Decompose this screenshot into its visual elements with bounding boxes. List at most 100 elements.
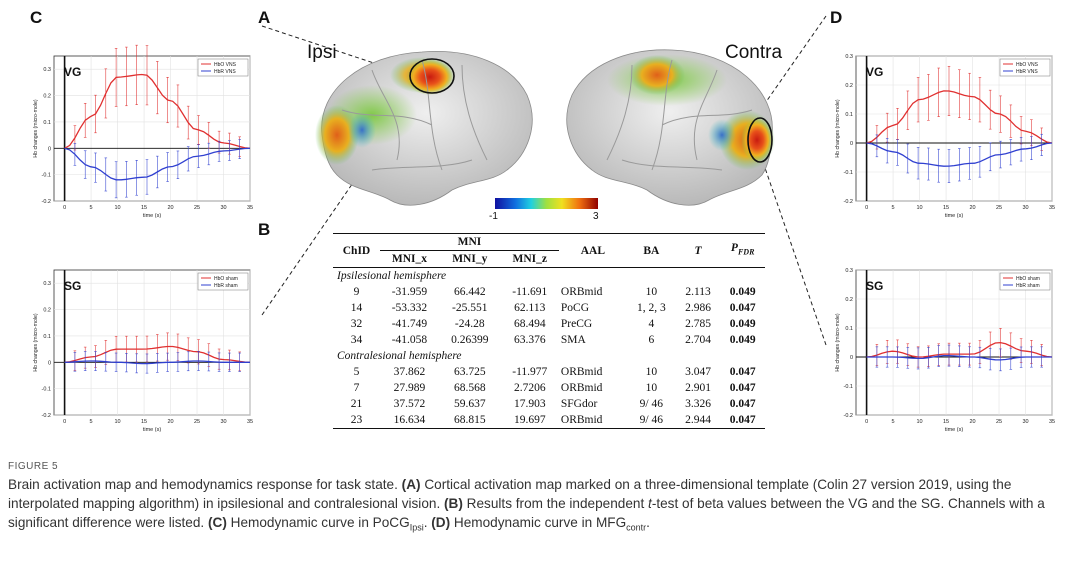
y-tick-label: 0.3 bbox=[845, 268, 853, 274]
section-title: Contralesional hemisphere bbox=[337, 350, 462, 362]
y-axis-label: Hb changes (micro-mole) bbox=[33, 313, 39, 372]
legend-label: HbO VNS bbox=[214, 62, 237, 68]
x-tick-label: 10 bbox=[115, 205, 121, 211]
x-tick-label: 0 bbox=[865, 419, 868, 425]
cell-chid: 23 bbox=[350, 414, 363, 426]
cell-mni-x: -31.959 bbox=[391, 286, 428, 298]
y-tick-label: -0.1 bbox=[844, 384, 853, 390]
legend-label: HbR sham bbox=[1016, 283, 1040, 289]
legend-label: HbR sham bbox=[214, 283, 238, 289]
cell-mni-x: -41.058 bbox=[391, 334, 428, 346]
y-tick-label: 0.2 bbox=[845, 83, 853, 89]
table-row: 7 27.989 68.568 2.7206 ORBmid 10 2.901 0.047 bbox=[333, 380, 765, 396]
header-chid: ChID bbox=[342, 244, 371, 257]
cell-mni-x: 27.989 bbox=[393, 382, 426, 394]
cell-p-fdr: 0.049 bbox=[729, 286, 756, 298]
legend-label: HbO sham bbox=[214, 276, 238, 282]
panel-label-d: D bbox=[830, 8, 843, 27]
series-line-hbr-vns bbox=[64, 147, 251, 181]
cell-ba: 9/ 46 bbox=[639, 414, 663, 426]
x-tick-label: 35 bbox=[247, 205, 253, 211]
legend-box bbox=[999, 58, 1051, 77]
y-tick-label: 0.1 bbox=[43, 334, 51, 340]
plot-d-vg: -0.2 -0.1 0 0.1 0.2 0.3 0 5 10 15 20 25 30 35 VG HbO VN… bbox=[835, 48, 1056, 223]
plot-frame bbox=[855, 269, 1053, 416]
section-row: Ipsilesional hemisphere bbox=[333, 268, 765, 285]
x-tick-label: 20 bbox=[969, 205, 975, 211]
cell-mni-y: 0.26399 bbox=[451, 334, 489, 346]
cell-p-fdr: 0.047 bbox=[729, 382, 756, 394]
y-tick-label: 0.3 bbox=[845, 54, 853, 60]
y-tick-label: 0.1 bbox=[845, 112, 853, 118]
legend-label: HbR VNS bbox=[214, 69, 236, 75]
x-tick-label: 0 bbox=[865, 205, 868, 211]
x-axis-label: time (s) bbox=[143, 427, 162, 433]
cell-mni-z: 2.7206 bbox=[513, 382, 546, 394]
x-tick-label: 30 bbox=[220, 205, 226, 211]
brain-activation-map bbox=[315, 49, 775, 209]
x-tick-label: 5 bbox=[892, 205, 895, 211]
cell-mni-x: 37.572 bbox=[393, 398, 426, 410]
cell-chid: 14 bbox=[350, 302, 363, 314]
header-ba: BA bbox=[643, 244, 660, 257]
cell-p-fdr: 0.047 bbox=[729, 398, 756, 410]
cell-mni-y: 68.568 bbox=[453, 382, 486, 394]
y-tick-label: 0.2 bbox=[43, 308, 51, 314]
legend-box bbox=[197, 272, 249, 291]
cell-aal: SMA bbox=[560, 334, 586, 346]
x-tick-label: 25 bbox=[996, 419, 1002, 425]
plot-frame bbox=[53, 55, 251, 202]
colorbar bbox=[495, 198, 598, 209]
header-aal: AAL bbox=[580, 244, 606, 257]
x-tick-label: 15 bbox=[141, 419, 147, 425]
y-tick-label: 0 bbox=[48, 146, 51, 152]
roi-ellipse-contra bbox=[747, 117, 773, 163]
cell-mni-x: 16.634 bbox=[393, 414, 426, 426]
cell-mni-z: -11.977 bbox=[512, 366, 548, 378]
x-tick-label: 0 bbox=[63, 205, 66, 211]
results-table-body: Ipsilesional hemisphere 9 -31.959 66.442 -11… bbox=[333, 268, 765, 429]
y-tick-label: -0.2 bbox=[42, 413, 51, 419]
roi-ellipse-ipsi bbox=[409, 58, 455, 94]
cell-mni-y: 63.725 bbox=[453, 366, 486, 378]
x-tick-label: 35 bbox=[1049, 419, 1055, 425]
cell-aal: ORBmid bbox=[560, 366, 603, 378]
cell-mni-x: -41.749 bbox=[391, 318, 428, 330]
x-tick-label: 25 bbox=[996, 205, 1002, 211]
legend-label: HbO sham bbox=[1016, 276, 1040, 282]
cell-mni-y: -25.551 bbox=[452, 302, 488, 314]
figure-label: FIGURE 5 bbox=[8, 461, 59, 472]
cell-aal: ORBmid bbox=[560, 286, 603, 298]
results-table: ChID MNI AAL BA T PFDR MNI_x MNI_y MNI_z… bbox=[333, 233, 765, 429]
cell-chid: 32 bbox=[350, 318, 363, 330]
y-axis-label: Hb changes (micro-mole) bbox=[33, 99, 39, 158]
y-tick-label: 0.2 bbox=[845, 297, 853, 303]
legend-label: HbO VNS bbox=[1016, 62, 1039, 68]
cell-mni-y: 66.442 bbox=[453, 286, 486, 298]
cell-t: 2.901 bbox=[685, 382, 711, 394]
cell-p-fdr: 0.049 bbox=[729, 318, 756, 330]
y-tick-label: 0.1 bbox=[845, 326, 853, 332]
contra-label: Contra bbox=[725, 42, 783, 63]
plot-d-sg: -0.2 -0.1 0 0.1 0.2 0.3 0 5 10 15 20 25 30 35 SG HbO sh… bbox=[835, 262, 1056, 437]
y-tick-label: -0.1 bbox=[844, 170, 853, 176]
x-tick-label: 25 bbox=[194, 205, 200, 211]
table-row: 23 16.634 68.815 19.697 ORBmid 9/ 46 2.944 0.04… bbox=[333, 412, 765, 429]
cell-mni-y: 68.815 bbox=[453, 414, 486, 426]
group-label: SG bbox=[64, 279, 81, 293]
cell-mni-y: 59.637 bbox=[453, 398, 486, 410]
panel-label-a: A bbox=[258, 8, 271, 27]
table-row: 32 -41.749 -24.28 68.494 PreCG 4 2.785 0.049 bbox=[333, 316, 765, 332]
y-tick-label: 0.3 bbox=[43, 67, 51, 73]
cell-ba: 4 bbox=[648, 318, 655, 330]
cell-chid: 34 bbox=[350, 334, 363, 346]
cell-aal: ORBmid bbox=[560, 414, 603, 426]
x-tick-label: 10 bbox=[115, 419, 121, 425]
y-tick-label: 0 bbox=[850, 141, 853, 147]
legend-box bbox=[999, 272, 1051, 291]
cell-mni-x: -53.332 bbox=[391, 302, 428, 314]
x-tick-label: 5 bbox=[90, 205, 93, 211]
cell-mni-x: 37.862 bbox=[393, 366, 426, 378]
brain-contra bbox=[566, 49, 775, 206]
header-mni-z: MNI_z bbox=[512, 253, 548, 265]
